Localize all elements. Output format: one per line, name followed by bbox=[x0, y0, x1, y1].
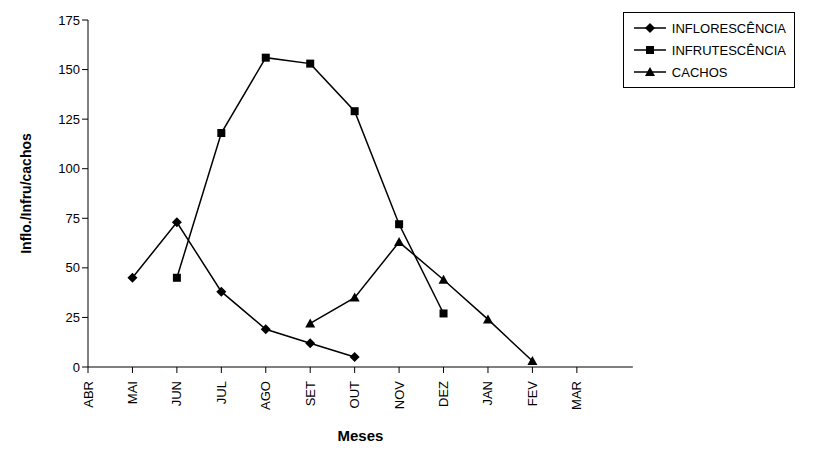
svg-text:0: 0 bbox=[73, 360, 80, 375]
svg-text:ABR: ABR bbox=[81, 381, 96, 408]
svg-text:Inflo./Infru/cachos: Inflo./Infru/cachos bbox=[18, 133, 34, 254]
svg-text:NOV: NOV bbox=[392, 381, 407, 410]
svg-text:125: 125 bbox=[58, 112, 80, 127]
html-text:CACHOS: CACHOS bbox=[671, 64, 728, 80]
svg-text:JAN: JAN bbox=[480, 381, 495, 406]
svg-text:100: 100 bbox=[58, 161, 80, 176]
svg-text:25: 25 bbox=[66, 310, 80, 325]
svg-text:SET: SET bbox=[303, 381, 318, 406]
svg-text:MAI: MAI bbox=[125, 381, 140, 404]
svg-text:FEV: FEV bbox=[525, 381, 540, 407]
svg-text:50: 50 bbox=[66, 260, 80, 275]
svg-text:150: 150 bbox=[58, 62, 80, 77]
svg-text:75: 75 bbox=[66, 211, 80, 226]
svg-text:JUN: JUN bbox=[169, 381, 184, 406]
svg-text:JUL: JUL bbox=[214, 381, 229, 404]
html-text:INFLORESCÊNCIA: INFLORESCÊNCIA bbox=[671, 20, 786, 36]
svg-text:Meses: Meses bbox=[337, 427, 383, 444]
svg-text:DEZ: DEZ bbox=[436, 381, 451, 407]
svg-text:175: 175 bbox=[58, 13, 80, 28]
html-text:INFRUTESCÊNCIA: INFRUTESCÊNCIA bbox=[671, 42, 786, 58]
svg-text:OUT: OUT bbox=[347, 381, 362, 409]
svg-text:AGO: AGO bbox=[258, 381, 273, 410]
svg-text:MAR: MAR bbox=[569, 381, 584, 410]
